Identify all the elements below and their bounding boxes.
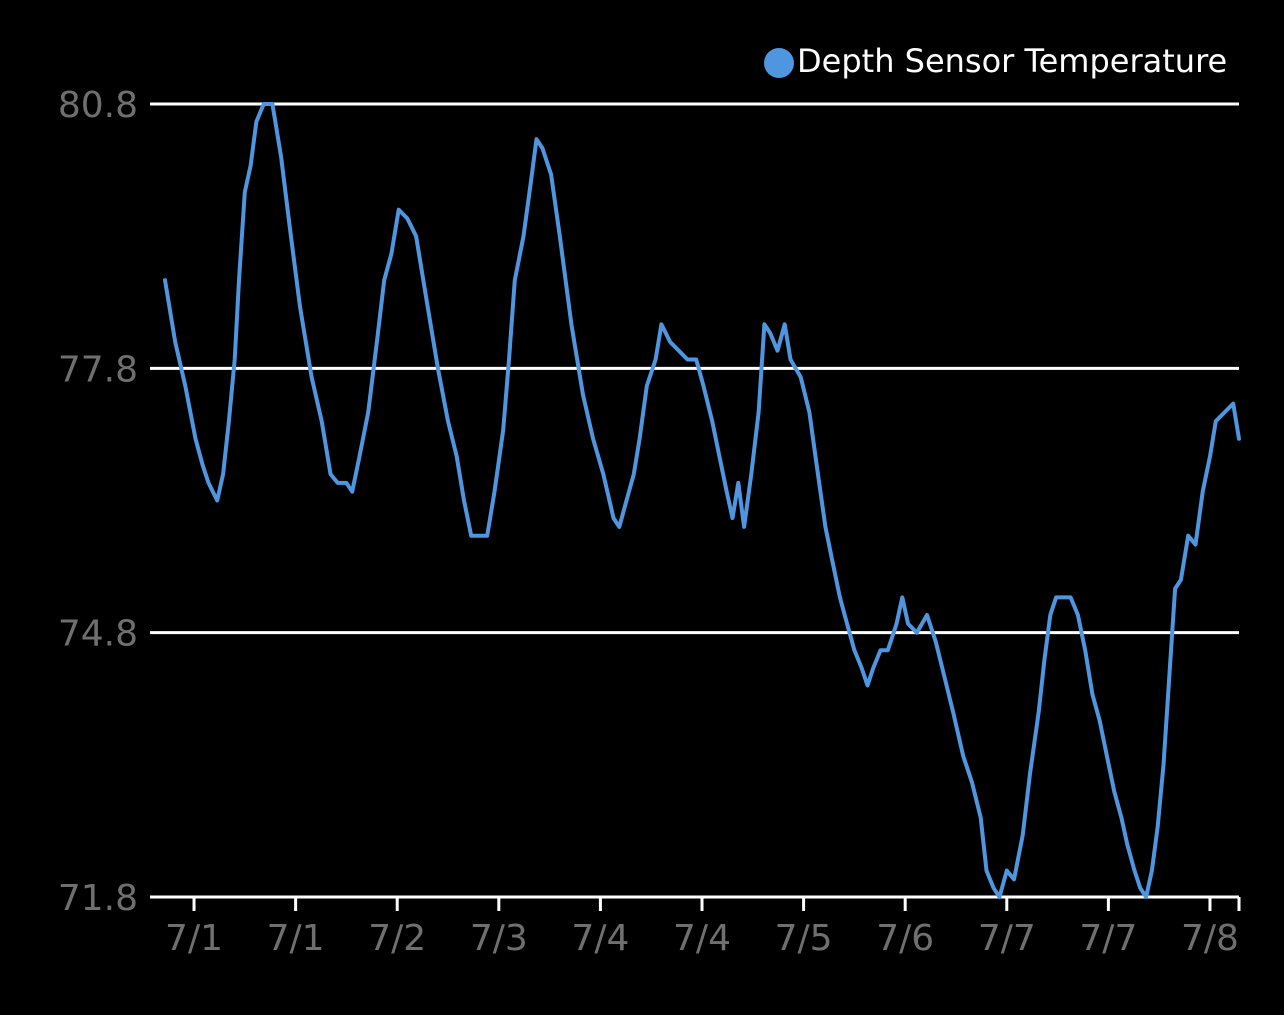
x-tick-label: 7/2 (368, 918, 426, 959)
x-tick-label: 7/4 (673, 918, 731, 959)
x-tick-label: 7/7 (978, 918, 1036, 959)
legend: Depth Sensor Temperature (764, 42, 1227, 80)
x-tick-label: 7/4 (571, 918, 629, 959)
x-tick-label: 7/7 (1079, 918, 1137, 959)
series-layer (163, 102, 1241, 899)
axis-layer: 80.8 77.8 74.8 71.8 7/1 7/1 7/2 7/3 7/4 7/4 7/5 7/6… (58, 85, 1241, 959)
legend-label-depth-sensor-temperature: Depth Sensor Temperature (797, 42, 1227, 80)
series-line-depth-sensor-temperature (163, 102, 1241, 899)
x-tick-label: 7/6 (876, 918, 934, 959)
y-tick-label: 80.8 (58, 85, 138, 126)
x-tick-label: 7/5 (775, 918, 833, 959)
legend-swatch-depth-sensor-temperature (764, 48, 794, 78)
y-tick-label: 77.8 (58, 349, 138, 390)
x-tick-label: 7/1 (267, 918, 325, 959)
x-tick-label: 7/3 (470, 918, 528, 959)
grid-layer (150, 102, 1239, 899)
y-tick-label: 74.8 (58, 614, 138, 655)
x-tick-label: 7/8 (1181, 918, 1239, 959)
y-tick-label: 71.8 (58, 878, 138, 919)
x-tick-label: 7/1 (165, 918, 223, 959)
